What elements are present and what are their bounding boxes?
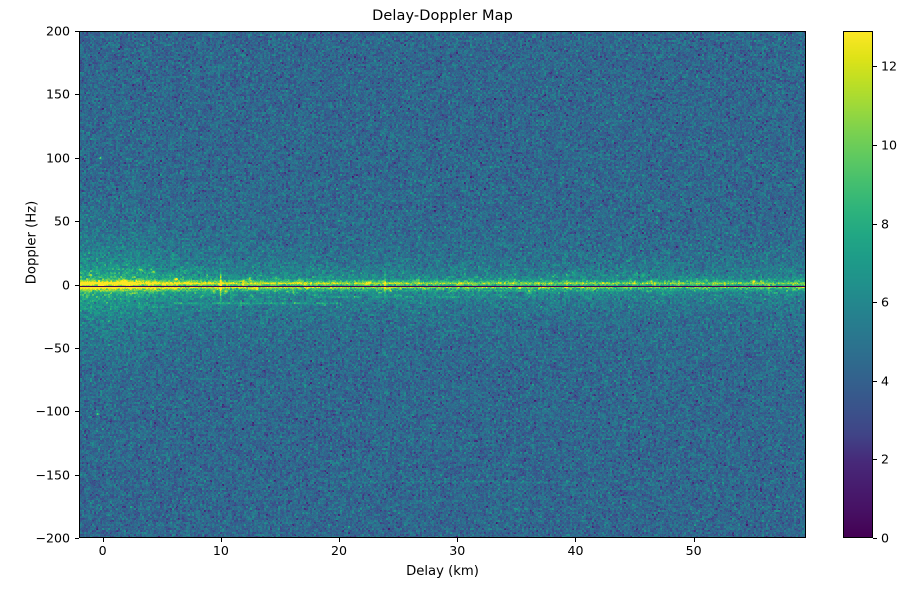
colorbar-tick-mark <box>873 66 877 68</box>
delay-doppler-heatmap-axes[interactable] <box>79 31 806 538</box>
x-tick-label: 20 <box>331 543 348 558</box>
y-tick-mark <box>75 411 79 413</box>
x-axis-label: Delay (km) <box>406 564 479 579</box>
x-tick-label: 40 <box>567 543 584 558</box>
x-tick-mark <box>220 538 222 542</box>
colorbar-tick-label: 2 <box>881 451 890 467</box>
y-tick-label: −150 <box>35 467 70 483</box>
y-tick-label: −200 <box>35 530 70 546</box>
colorbar-tick-mark <box>873 223 877 225</box>
colorbar-tick-label: 6 <box>881 294 890 310</box>
colorbar-tick-label: 4 <box>881 373 890 389</box>
y-tick-mark <box>75 221 79 223</box>
y-tick-label: −50 <box>43 340 70 356</box>
colorbar-tick-mark <box>873 538 877 539</box>
y-tick-mark <box>75 31 79 32</box>
page-title: Delay-Doppler Map <box>372 8 513 24</box>
colorbar-tick-mark <box>873 380 877 382</box>
y-tick-mark <box>75 157 79 159</box>
y-tick-mark <box>75 474 79 476</box>
y-tick-mark <box>75 538 79 539</box>
x-tick-label: 10 <box>212 543 229 558</box>
y-tick-label: 150 <box>45 86 70 102</box>
heatmap-image <box>80 32 805 537</box>
y-tick-label: −100 <box>35 403 70 419</box>
colorbar-tick-mark <box>873 302 877 304</box>
colorbar-tick-mark <box>873 459 877 461</box>
y-axis-label: Doppler (Hz) <box>24 200 40 285</box>
x-tick-label: 30 <box>449 543 466 558</box>
x-tick-mark <box>575 538 577 542</box>
x-tick-label: 0 <box>98 543 107 558</box>
y-tick-label: 100 <box>45 150 70 166</box>
x-tick-mark <box>339 538 341 542</box>
x-tick-label: 50 <box>685 543 702 558</box>
y-tick-label: 200 <box>45 23 70 39</box>
y-tick-mark <box>75 284 79 286</box>
colorbar-tick-label: 10 <box>881 137 898 153</box>
y-tick-mark <box>75 94 79 96</box>
y-tick-mark <box>75 347 79 349</box>
y-tick-label: 0 <box>61 277 70 292</box>
colorbar-tick-label: 12 <box>881 58 898 74</box>
y-tick-label: 50 <box>53 213 70 229</box>
x-tick-mark <box>457 538 459 542</box>
colorbar-gradient <box>843 31 873 538</box>
x-tick-mark <box>693 538 695 542</box>
colorbar[interactable] <box>843 31 873 538</box>
colorbar-tick-label: 8 <box>881 216 890 232</box>
colorbar-tick-label: 0 <box>881 530 890 546</box>
colorbar-tick-mark <box>873 144 877 146</box>
x-tick-mark <box>102 538 104 542</box>
